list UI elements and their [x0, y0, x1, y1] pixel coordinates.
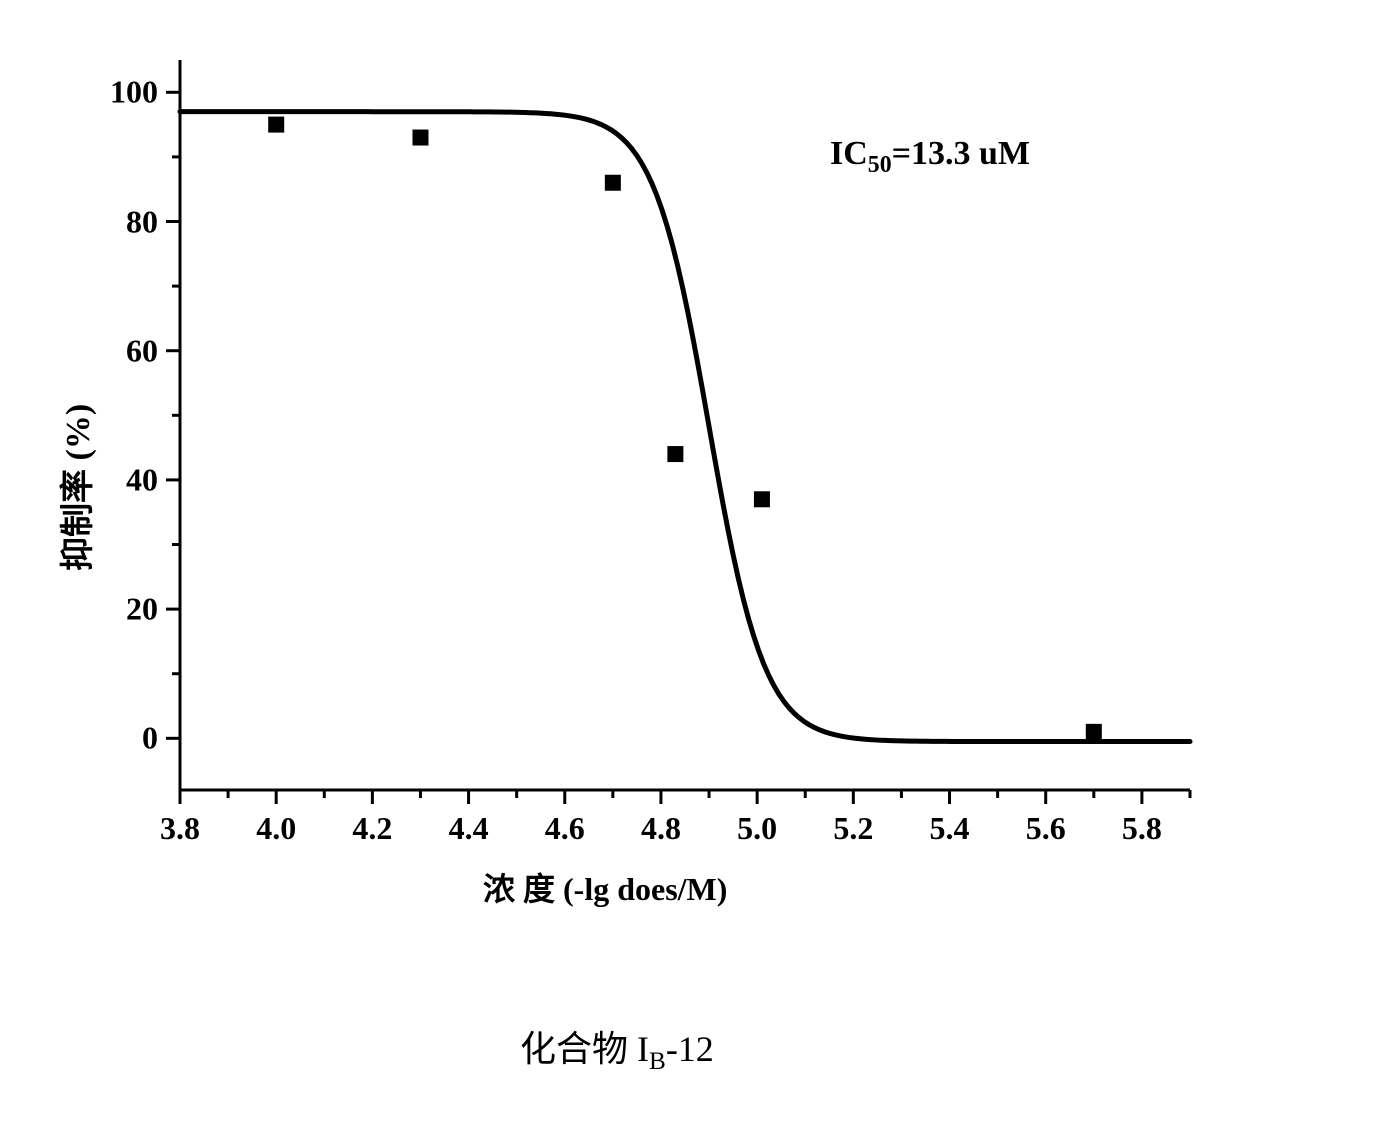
ic50-subscript: 50	[868, 152, 892, 178]
ic50-prefix: IC	[830, 135, 868, 172]
x-tick-label: 5.4	[930, 810, 970, 847]
x-tick-label: 4.4	[449, 810, 489, 847]
x-tick-label: 5.0	[737, 810, 777, 847]
y-axis-title: 抑制率 (%)	[50, 404, 99, 571]
x-tick-label: 4.0	[256, 810, 296, 847]
x-axis-title: 浓 度 (-lg does/M)	[483, 864, 727, 910]
y-tick-label: 40	[126, 461, 158, 498]
y-tick-label: 60	[126, 332, 158, 369]
caption-suffix: -12	[666, 1029, 714, 1069]
x-tick-label: 5.6	[1026, 810, 1066, 847]
x-tick-label: 5.8	[1122, 810, 1162, 847]
y-tick-label: 20	[126, 591, 158, 628]
x-tick-label: 4.8	[641, 810, 681, 847]
x-tick-label: 4.2	[352, 810, 392, 847]
caption-subscript: B	[649, 1048, 666, 1075]
x-tick-label: 5.2	[833, 810, 873, 847]
ic50-annotation: IC50=13.3 uM	[830, 135, 1030, 179]
chart-container: IC50=13.3 uM 抑制率 (%) 浓 度 (-lg does/M) 3.…	[110, 40, 1260, 940]
chart-svg	[110, 40, 1260, 940]
x-tick-label: 4.6	[545, 810, 585, 847]
figure-caption: 化合物 IB-12	[520, 1020, 714, 1076]
page-root: IC50=13.3 uM 抑制率 (%) 浓 度 (-lg does/M) 3.…	[0, 0, 1384, 1144]
caption-prefix: 化合物 I	[520, 1029, 649, 1069]
ic50-suffix: =13.3 uM	[892, 135, 1030, 172]
x-tick-label: 3.8	[160, 810, 200, 847]
y-tick-label: 0	[142, 720, 158, 757]
y-tick-label: 80	[126, 203, 158, 240]
y-tick-label: 100	[110, 74, 158, 111]
